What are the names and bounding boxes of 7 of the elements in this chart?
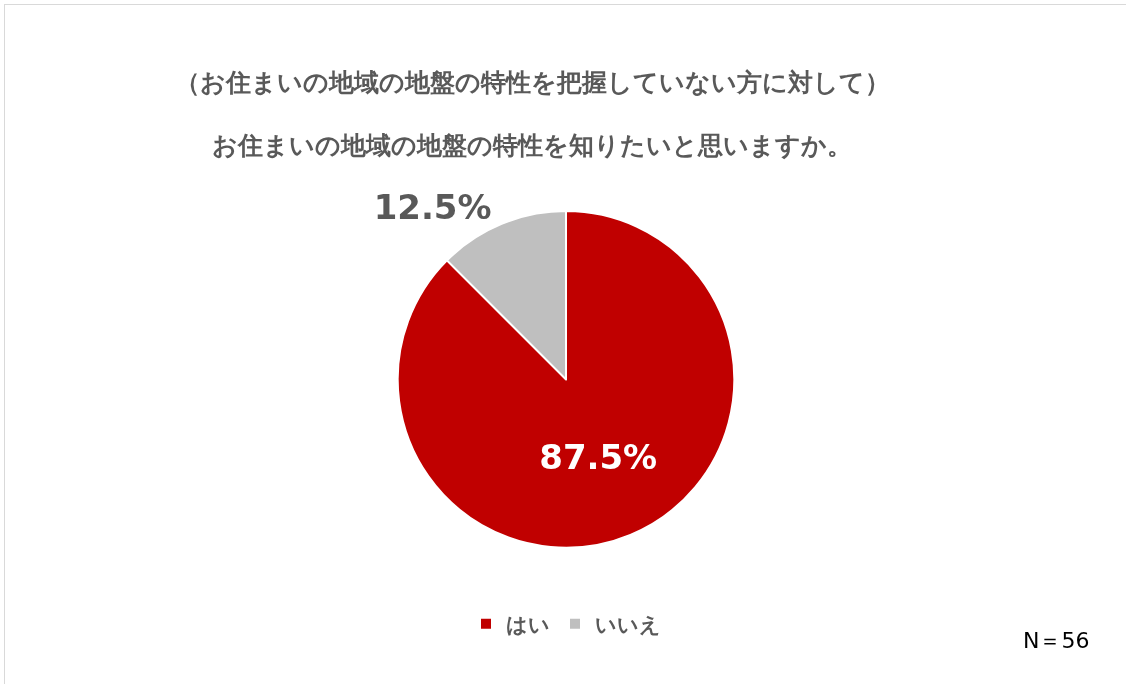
legend-label: はい — [506, 612, 550, 637]
legend-label: いいえ — [595, 612, 661, 637]
data-label: 12.5% — [373, 186, 492, 227]
chart-title: （お住まいの地域の地盤の特性を把握していない方に対して） — [174, 67, 890, 97]
text: N＝56 — [1023, 628, 1090, 653]
data-label: 87.5% — [539, 437, 658, 478]
chart-subtitle: お住まいの地域の地盤の特性を知りたいと思いますか。 — [212, 131, 853, 160]
